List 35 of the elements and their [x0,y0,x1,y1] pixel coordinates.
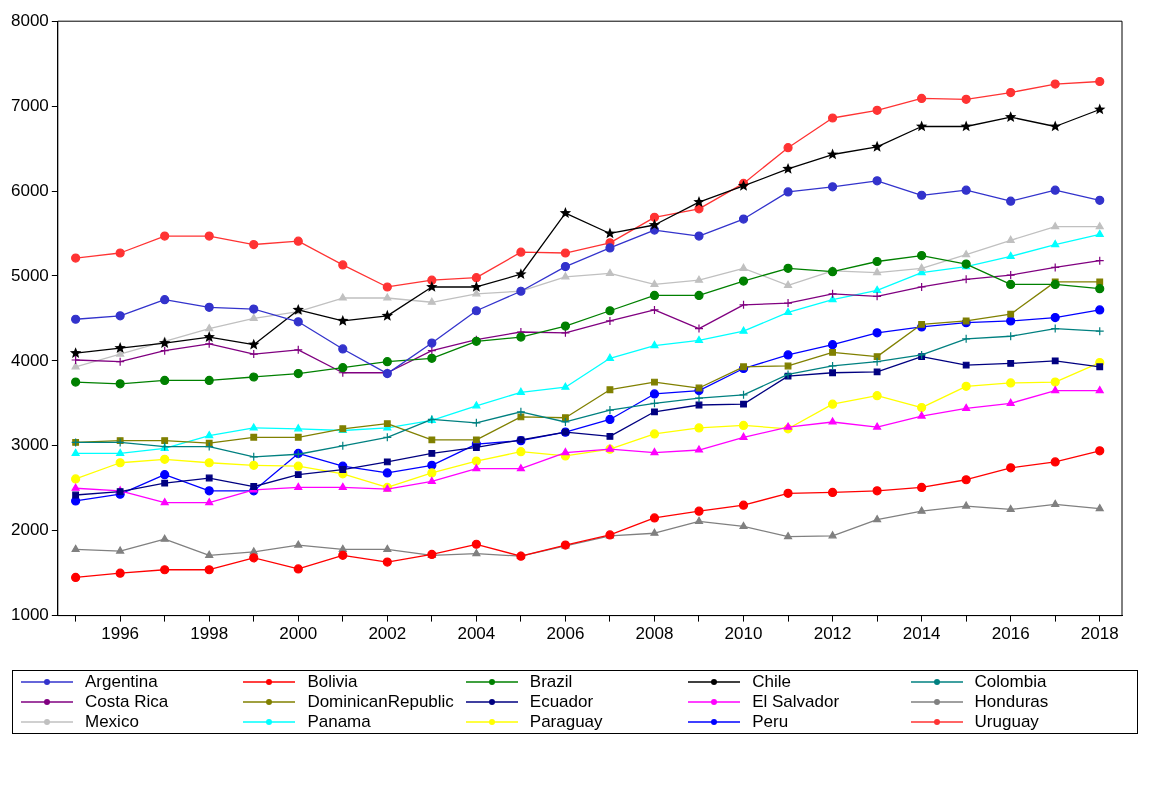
legend-label: Uruguay [974,712,1039,732]
y-tick-label: 1000 [10,605,49,625]
legend-label: Honduras [974,692,1049,712]
legend-label: El Salvador [752,692,840,712]
x-tick-label: 2010 [724,624,763,644]
legend-label: Chile [752,672,791,692]
legend-label: Paraguay [529,712,603,732]
y-tick-label: 8000 [10,10,49,30]
legend-label: Bolivia [307,672,358,692]
x-tick-label: 1996 [101,624,140,644]
legend-label: Colombia [974,672,1047,692]
x-tick-label: 2012 [813,624,852,644]
y-tick-label: 4000 [10,350,49,370]
x-tick-label: 2000 [279,624,318,644]
x-tick-label: 1998 [190,624,229,644]
x-tick-label: 2004 [457,624,496,644]
x-tick-label: 2014 [902,624,941,644]
x-tick-label: 2006 [546,624,585,644]
legend-label: Costa Rica [85,692,169,712]
x-tick-label: 2002 [368,624,407,644]
x-tick-label: 2008 [635,624,674,644]
y-tick-label: 2000 [10,520,49,540]
y-tick-label: 6000 [10,180,49,200]
legend-label: Peru [752,712,789,732]
legend-label: Ecuador [529,692,594,712]
x-tick-label: 2016 [991,624,1030,644]
legend-label: Brazil [529,672,573,692]
y-tick-label: 3000 [10,435,49,455]
y-tick-label: 7000 [10,95,49,115]
legend-label: Argentina [85,672,158,692]
legend-label: DominicanRepublic [307,692,454,712]
legend-label: Mexico [85,712,139,732]
y-tick-label: 5000 [10,265,49,285]
legend-label: Panama [307,712,371,732]
x-tick-label: 2018 [1080,624,1119,644]
